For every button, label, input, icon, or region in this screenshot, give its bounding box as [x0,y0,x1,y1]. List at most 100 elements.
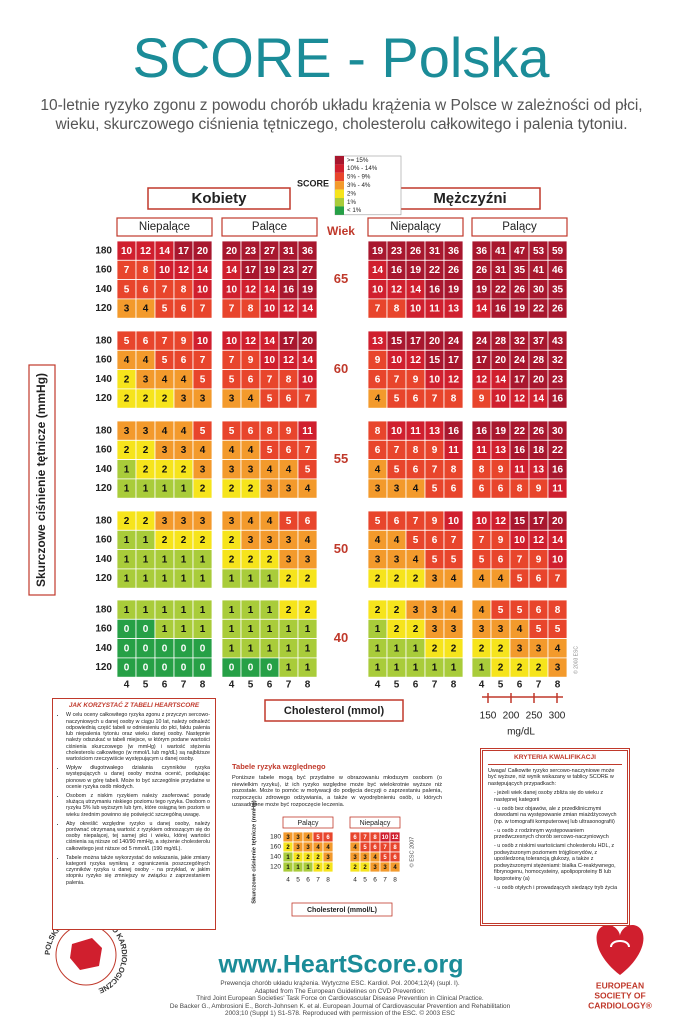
risk-value: 16 [448,426,460,437]
risk-value: 24 [514,355,526,366]
risk-value: 4 [305,535,311,546]
legend-label: >= 15% [347,157,369,164]
risk-value: 16 [283,284,295,295]
risk-value: 2 [248,554,254,565]
risk-value: 2 [363,865,367,871]
risk-value: 14 [264,284,276,295]
risk-value: 12 [283,355,295,366]
risk-value: 1 [248,643,254,654]
risk-value: 19 [448,284,460,295]
risk-value: 19 [410,265,422,276]
risk-value: 9 [536,484,542,495]
sbp-label: 120 [95,483,112,494]
risk-value: 22 [429,265,441,276]
inset-cholesterol-label: 7 [316,877,320,884]
group-label: Niepalący [390,221,441,233]
risk-value: 10 [476,516,488,527]
risk-value: 4 [373,855,377,861]
risk-value: 0 [267,663,273,674]
risk-cell [192,388,213,409]
risk-value: 2 [394,574,400,585]
risk-value: 7 [555,574,561,585]
risk-cell [192,478,213,499]
sbp-label: 140 [95,464,112,475]
risk-value: 2 [517,663,523,674]
legend-title: SCORE [297,178,329,188]
how-to-item: Tabele można także wykorzystać do wskaza… [66,855,210,886]
risk-value: 1 [394,663,400,674]
risk-value: 6 [286,394,292,405]
risk-value: 6 [413,394,419,405]
risk-value: 2 [306,855,310,861]
sex-label: Kobiety [191,190,247,207]
risk-value: 0 [200,663,206,674]
risk-value: 0 [181,663,187,674]
risk-value: 7 [479,535,485,546]
sbp-label: 180 [95,245,112,256]
risk-value: 3 [363,855,367,861]
risk-value: 14 [495,374,507,385]
risk-value: 0 [143,663,149,674]
copyright: © 2003 ESC [572,646,579,674]
risk-value: 17 [533,516,545,527]
risk-value: 5 [517,574,523,585]
risk-value: 10 [226,284,238,295]
sbp-label: 140 [95,643,112,654]
risk-value: 26 [476,265,488,276]
risk-value: 5 [432,484,438,495]
risk-value: 26 [533,426,545,437]
risk-value: 4 [555,643,561,654]
risk-cell [192,568,213,589]
risk-value: 1 [432,663,438,674]
risk-value: 1 [286,855,290,861]
legend-label: 10% - 14% [347,165,378,172]
risk-value: 6 [326,835,330,841]
risk-value: 7 [517,554,523,565]
relative-title: Tabele ryzyka względnego [232,762,326,771]
sbp-label: 120 [95,393,112,404]
risk-value: 6 [143,336,149,347]
inset-sbp-label: 180 [270,834,281,841]
citation-line: Third Joint European Societies' Task For… [196,995,484,1003]
risk-value: 3 [200,394,206,405]
criteria-item: - u osób z niskimi wartościami cholester… [494,843,616,882]
risk-value: 8 [267,426,273,437]
risk-value: 15 [391,336,403,347]
risk-value: 1 [181,484,187,495]
risk-value: 16 [495,304,507,315]
risk-value: 5 [124,336,130,347]
risk-value: 5 [200,426,206,437]
esc-text: CARDIOLOGY® [588,1000,653,1010]
risk-value: 2 [305,574,311,585]
risk-value: 37 [533,336,545,347]
risk-value: 2 [432,643,438,654]
how-to-item: W celu oceny całkowitego ryzyka zgonu z … [66,712,210,762]
risk-value: 4 [143,355,149,366]
risk-value: 10 [264,355,276,366]
risk-value: 17 [283,336,295,347]
risk-cell [443,478,464,499]
risk-value: 3 [229,516,235,527]
risk-value: 6 [248,426,254,437]
cholesterol-label: 5 [394,680,400,691]
risk-value: 2 [375,605,381,616]
risk-value: 26 [552,304,564,315]
risk-value: 5 [479,554,485,565]
risk-value: 19 [264,265,276,276]
risk-value: 4 [248,445,254,456]
risk-value: 12 [391,284,403,295]
risk-value: 53 [533,246,545,257]
risk-value: 7 [363,835,367,841]
age-label: 55 [334,451,348,466]
risk-value: 26 [410,246,422,257]
risk-value: 2 [413,574,419,585]
risk-value: 6 [536,605,542,616]
risk-value: 9 [375,355,381,366]
risk-value: 0 [162,643,168,654]
cholesterol-label: 7 [536,680,542,691]
risk-value: 2 [451,643,457,654]
sbp-label: 160 [95,445,112,456]
risk-value: 4 [200,445,206,456]
risk-value: 22 [495,284,507,295]
